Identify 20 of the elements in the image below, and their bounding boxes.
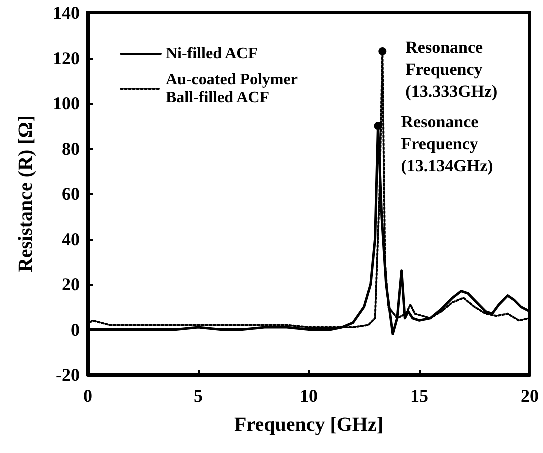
x-tick-label: 5 (194, 386, 203, 406)
y-tick-label: 80 (62, 138, 80, 159)
y-tick-label: 140 (53, 3, 80, 23)
legend-label: Au-coated Polymer Ball-filled ACF (166, 72, 298, 106)
y-tick-label: -20 (56, 365, 80, 385)
y-tick-label: 60 (62, 184, 80, 204)
y-tick-label: 120 (53, 48, 80, 68)
x-tick-label: 15 (410, 386, 428, 406)
y-tick-label: 40 (62, 229, 80, 250)
x-tick-label: 20 (521, 386, 539, 406)
y-tick-label: 100 (53, 94, 80, 114)
legend-label: Ni-filled ACF (166, 46, 258, 62)
annotation: Resonance Frequency (13.134GHz) (401, 112, 494, 176)
x-axis-title: Frequency [GHz] (234, 414, 384, 436)
x-tick-label: 0 (84, 386, 92, 406)
y-tick-label: 20 (62, 274, 80, 294)
y-tick-label: 0 (71, 320, 80, 340)
y-axis-title: Resistance (R) [Ω] (15, 115, 37, 273)
annotation: Resonance Frequency (13.333GHz) (406, 38, 498, 101)
x-tick-label: 10 (300, 386, 318, 406)
